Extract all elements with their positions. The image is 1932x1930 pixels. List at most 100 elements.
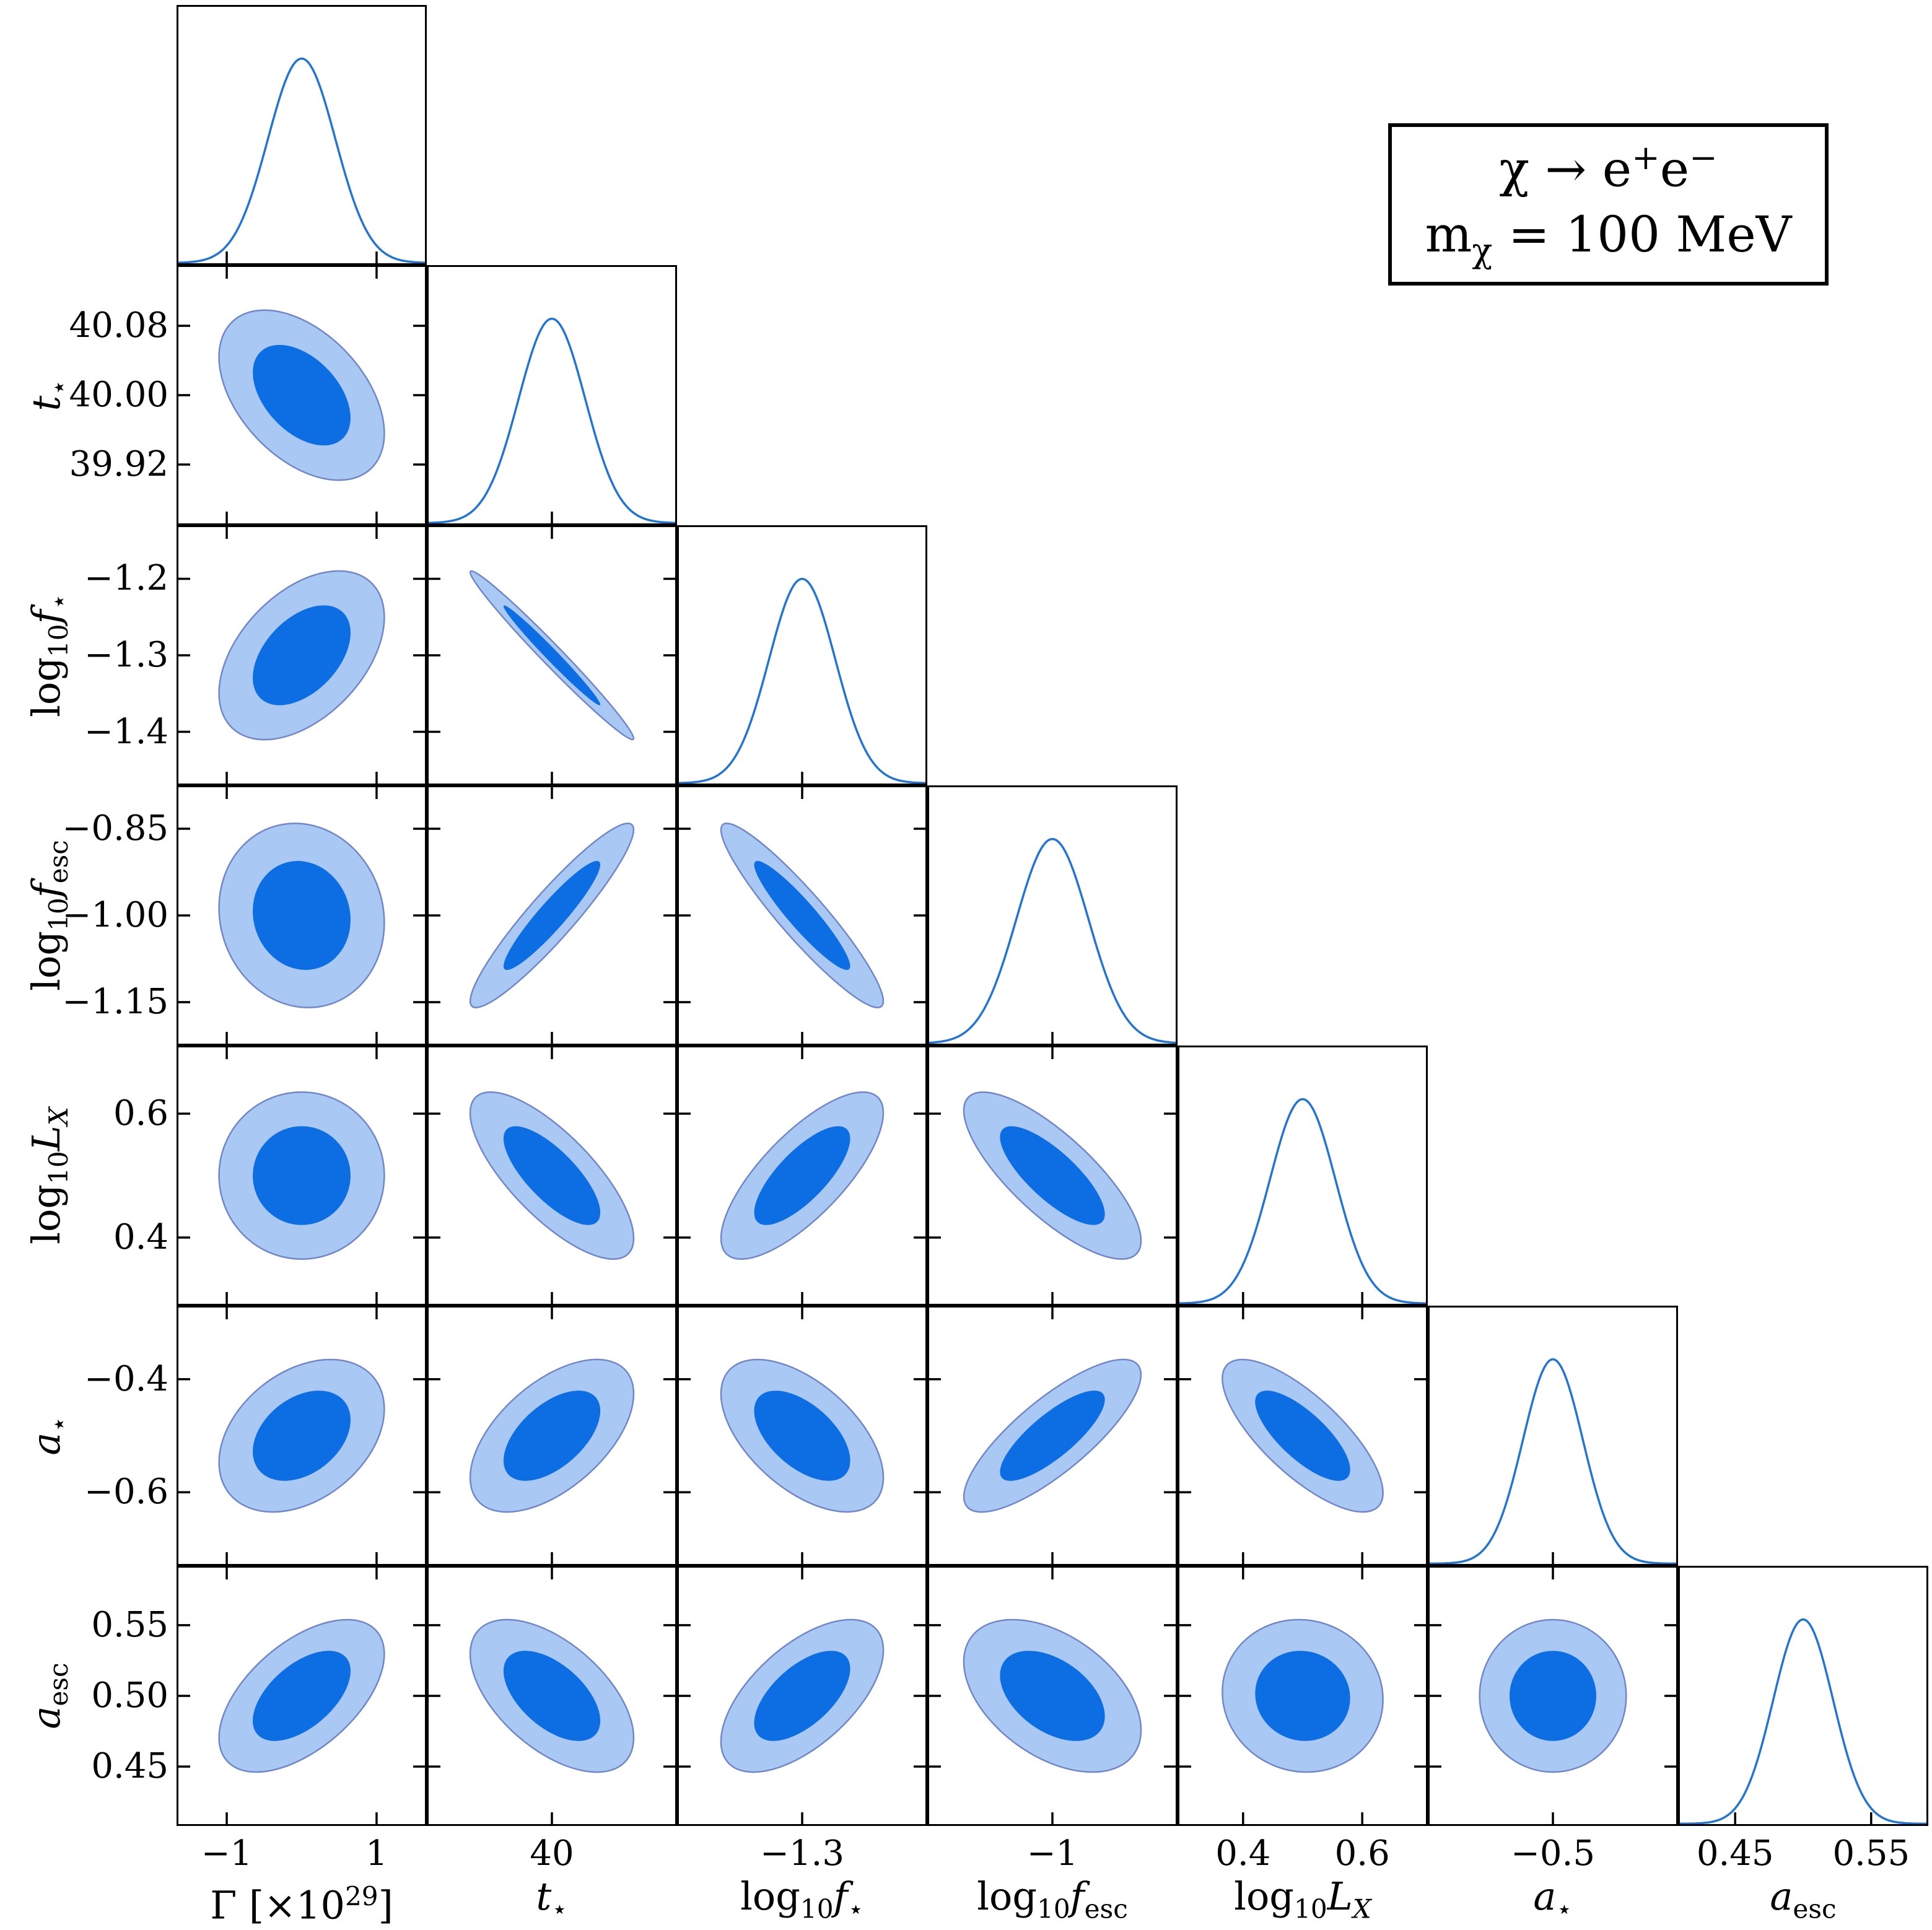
panel-log10fstar-vs-gamma: [177, 525, 427, 785]
ytick-label-aesc: 0.50: [91, 1675, 168, 1716]
contour-1sigma: [503, 1126, 601, 1225]
legend-box: χ → e+e− mχ = 100 MeV: [1388, 123, 1829, 286]
xtick-label-gamma: 1: [365, 1833, 388, 1874]
yaxis-title-log10LX: log10LX: [23, 1107, 74, 1244]
panel-astar-vs-log10LX: [1178, 1306, 1428, 1566]
panel-border: [1178, 1306, 1428, 1566]
xaxis-title-aesc: aesc: [1770, 1874, 1837, 1924]
xaxis-title-log10fstar: log10f⋆: [740, 1874, 864, 1924]
panel-border: [677, 1566, 927, 1826]
ytick-label-log10fesc: −0.85: [62, 808, 168, 849]
panel-border: [677, 1306, 927, 1566]
contour-1sigma: [253, 344, 351, 446]
yaxis-title-tstar: t⋆: [23, 379, 74, 411]
contour-1sigma: [503, 860, 601, 971]
xtick-label-aesc: 0.45: [1696, 1833, 1774, 1874]
xtick-label-gamma: −1: [201, 1833, 253, 1874]
marginal-curve-log10fesc: [927, 837, 1178, 1044]
panel-border: [177, 1046, 427, 1306]
ytick-label-log10fstar: −1.4: [84, 711, 168, 752]
panel-border: [927, 1566, 1178, 1826]
panel-border: [427, 1046, 677, 1306]
panel-astar-vs-log10fesc: [927, 1306, 1178, 1566]
panel-border: [177, 1566, 427, 1826]
panel-border: [677, 1046, 927, 1306]
panel-astar-vs-gamma: [177, 1306, 427, 1566]
ytick-label-log10fstar: −1.2: [84, 558, 168, 599]
panel-diagonal-log10fstar: [677, 525, 927, 785]
panel-border: [1178, 1046, 1428, 1306]
legend-line-decay-channel: χ → e+e−: [1499, 138, 1718, 198]
contour-1sigma: [253, 605, 351, 705]
ytick-label-log10fesc: −1.00: [62, 895, 168, 935]
xaxis-title-astar: a⋆: [1533, 1874, 1573, 1924]
panel-border: [427, 1306, 677, 1566]
ytick-label-log10LX: 0.6: [113, 1093, 168, 1133]
contour-1sigma: [253, 1391, 351, 1481]
ytick-label-log10fesc: −1.15: [62, 982, 168, 1022]
ytick-label-tstar: 40.08: [69, 305, 168, 346]
xtick-label-log10fstar: −1.3: [760, 1833, 844, 1874]
panel-aesc-vs-tstar: [427, 1566, 677, 1826]
xtick-label-astar: −0.5: [1511, 1833, 1595, 1874]
panel-border: [1678, 1566, 1928, 1826]
ytick-label-log10LX: 0.4: [113, 1217, 168, 1257]
panel-border: [177, 525, 427, 785]
contour-1sigma: [1000, 1651, 1105, 1741]
panel-border: [427, 265, 677, 525]
contour-1sigma: [754, 1391, 850, 1481]
panel-log10fesc-vs-tstar: [427, 785, 677, 1046]
panel-diagonal-tstar: [427, 265, 677, 525]
xaxis-title-tstar: t⋆: [536, 1874, 568, 1924]
legend-line-dm-mass: mχ = 100 MeV: [1425, 206, 1792, 271]
panel-log10LX-vs-gamma: [177, 1046, 427, 1306]
xtick-label-log10fesc: −1: [1026, 1833, 1078, 1874]
contour-1sigma: [1000, 1391, 1105, 1481]
panel-border: [177, 785, 427, 1046]
xtick-label-tstar: 40: [530, 1833, 574, 1874]
panel-diagonal-log10LX: [1178, 1046, 1428, 1306]
ytick-label-aesc: 0.45: [91, 1746, 168, 1787]
contour-1sigma: [503, 605, 601, 705]
ytick-label-astar: −0.6: [84, 1472, 168, 1513]
panel-border: [427, 785, 677, 1046]
panel-border: [177, 1306, 427, 1566]
contour-1sigma: [754, 1651, 850, 1741]
ytick-label-log10fstar: −1.3: [84, 635, 168, 675]
contour-1sigma: [253, 861, 351, 970]
panel-border: [427, 1566, 677, 1826]
ytick-label-tstar: 39.92: [69, 444, 168, 484]
contour-1sigma: [253, 1651, 351, 1741]
marginal-curve-gamma: [177, 57, 427, 264]
xaxis-title-gamma: Γ [×1029]: [210, 1881, 393, 1928]
contour-1sigma: [253, 1126, 351, 1225]
panel-border: [177, 265, 427, 525]
panel-log10LX-vs-log10fstar: [677, 1046, 927, 1306]
yaxis-title-log10fesc: log10fesc: [23, 840, 74, 991]
panel-border: [677, 785, 927, 1046]
panel-aesc-vs-log10LX: [1178, 1566, 1428, 1826]
panel-border: [927, 1306, 1178, 1566]
xtick-label-log10LX: 0.6: [1334, 1833, 1390, 1874]
yaxis-title-astar: a⋆: [23, 1416, 74, 1456]
panel-astar-vs-log10fstar: [677, 1306, 927, 1566]
panel-aesc-vs-log10fstar: [677, 1566, 927, 1826]
panel-border: [1428, 1566, 1678, 1826]
panel-border: [677, 525, 927, 785]
marginal-curve-astar: [1428, 1358, 1678, 1565]
panel-tstar-vs-gamma: [177, 265, 427, 525]
contour-1sigma: [503, 1651, 601, 1741]
xtick-label-log10LX: 0.4: [1215, 1833, 1271, 1874]
marginal-curve-tstar: [427, 317, 677, 524]
panel-aesc-vs-gamma: [177, 1566, 427, 1826]
xtick-label-aesc: 0.55: [1832, 1833, 1910, 1874]
contour-1sigma: [1510, 1651, 1596, 1741]
panel-diagonal-aesc: [1678, 1566, 1928, 1826]
xaxis-title-log10LX: log10LX: [1234, 1874, 1371, 1924]
panel-border: [427, 525, 677, 785]
marginal-curve-log10LX: [1178, 1098, 1428, 1305]
panel-log10LX-vs-log10fesc: [927, 1046, 1178, 1306]
contour-1sigma: [754, 1126, 850, 1225]
panel-border: [1428, 1306, 1678, 1566]
